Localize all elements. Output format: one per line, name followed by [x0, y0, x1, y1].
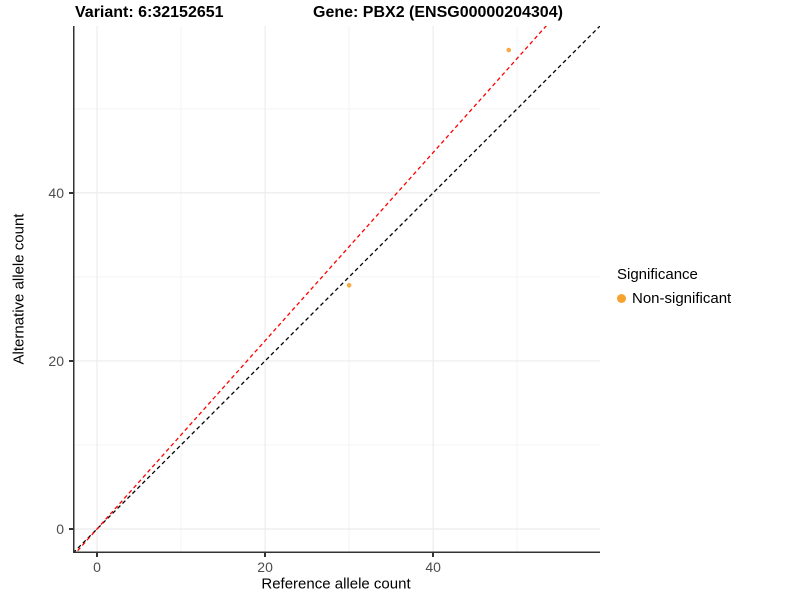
x-tick-label: 20	[257, 559, 273, 575]
y-axis-title: Alternative allele count	[10, 213, 28, 365]
x-tick-mark	[432, 553, 434, 557]
legend: Significance Non-significant	[617, 266, 731, 307]
legend-item: Non-significant	[617, 290, 731, 307]
x-tick-mark	[264, 553, 266, 557]
plot-title-variant: Variant: 6:32152651	[75, 4, 224, 21]
x-tick-label: 40	[425, 559, 441, 575]
plot-panel	[73, 26, 600, 553]
data-point	[346, 282, 352, 288]
legend-key-dot-icon	[617, 294, 626, 303]
plot-title-gene: Gene: PBX2 (ENSG00000204304)	[313, 4, 563, 21]
x-axis-title: Reference allele count	[261, 575, 411, 593]
reference-line-identity	[73, 26, 600, 553]
y-tick-mark	[69, 528, 73, 530]
y-tick-mark	[69, 360, 73, 362]
plot-canvas	[73, 26, 600, 553]
data-point	[506, 47, 512, 53]
legend-items: Non-significant	[617, 290, 731, 307]
y-tick-label: 0	[56, 520, 64, 537]
legend-item-label: Non-significant	[632, 290, 732, 307]
y-tick-label: 20	[48, 352, 64, 369]
reference-line-alt-ref-ratio	[74, 26, 547, 553]
x-tick-label: 0	[93, 559, 101, 575]
x-tick-mark	[96, 553, 98, 557]
y-tick-label: 40	[48, 184, 64, 201]
y-tick-mark	[69, 192, 73, 194]
legend-title: Significance	[617, 266, 698, 283]
